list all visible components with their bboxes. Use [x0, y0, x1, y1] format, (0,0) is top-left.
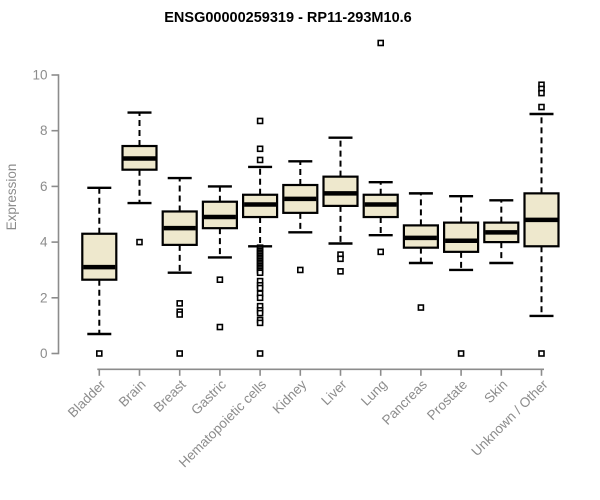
outlier-point [256, 284, 264, 292]
outlier-point [337, 255, 344, 263]
box-kidney [282, 160, 319, 274]
x-tick-label: Skin [481, 377, 510, 406]
outlier-point [337, 268, 344, 275]
box-skin [483, 199, 520, 265]
box-pancreas [402, 192, 439, 311]
iqr-box [81, 232, 118, 281]
outlier-point [417, 304, 425, 311]
outlier-point [256, 156, 264, 164]
x-tick-label: Breast [151, 377, 189, 415]
outlier-point [256, 145, 264, 153]
outlier-point [256, 117, 264, 125]
x-tick-label: Pancreas [379, 377, 430, 428]
box-gastric [201, 185, 238, 331]
x-tick-label: Liver [318, 376, 350, 408]
outlier-point [538, 350, 545, 357]
box-lung [362, 39, 399, 256]
box-unknown-other [523, 81, 560, 357]
y-tick-label: 8 [40, 123, 48, 138]
outlier-point [256, 269, 264, 277]
box-breast [161, 176, 198, 357]
x-tick-label: Lung [358, 377, 390, 409]
outlier-point [457, 350, 465, 357]
y-tick-label: 6 [40, 179, 48, 194]
box-hematopoietic-cells [242, 117, 279, 357]
outlier-point [377, 39, 385, 47]
x-tick-label: Bladder [65, 376, 109, 420]
chart-title: ENSG00000259319 - RP11-293M10.6 [164, 10, 411, 26]
outlier-point [256, 309, 264, 317]
x-tick-label: Kidney [270, 377, 310, 417]
outlier-point [176, 311, 183, 318]
outlier-point [296, 266, 304, 274]
y-tick-label: 0 [40, 346, 48, 361]
y-tick-label: 10 [32, 68, 47, 83]
outlier-point [176, 350, 183, 357]
outlier-point [538, 89, 545, 97]
outlier-point [377, 248, 385, 256]
outlier-point [216, 323, 224, 331]
box-brain [121, 111, 158, 246]
y-axis-title: Expression [4, 164, 19, 231]
outlier-point [136, 238, 143, 246]
outlier-point [216, 276, 224, 283]
box-prostate [443, 194, 480, 357]
y-tick-label: 4 [40, 235, 48, 250]
outlier-point [256, 319, 264, 327]
outlier-point [176, 300, 183, 307]
x-tick-label: Prostate [424, 377, 470, 423]
x-tick-label: Unknown / Other [468, 376, 551, 459]
x-tick-label: Brain [116, 377, 149, 410]
outlier-point [256, 350, 264, 357]
box-liver [322, 136, 359, 275]
outlier-point [538, 103, 545, 111]
y-tick-label: 2 [40, 290, 48, 305]
outlier-point [256, 294, 264, 302]
iqr-box [443, 221, 480, 253]
box-bladder [81, 186, 118, 357]
outlier-point [96, 350, 103, 357]
